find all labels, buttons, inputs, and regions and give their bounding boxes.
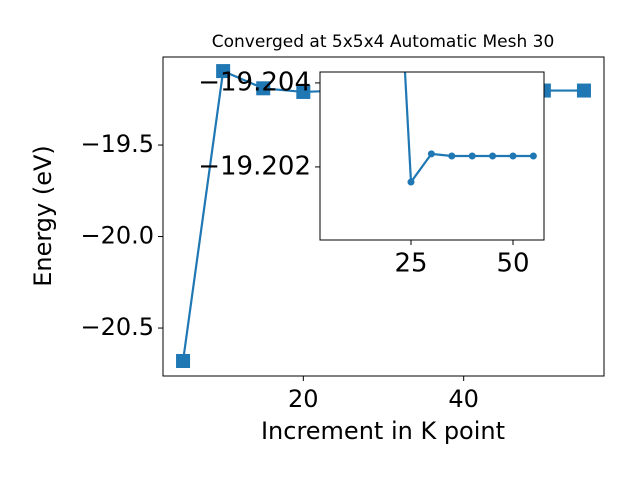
data-marker xyxy=(509,152,517,160)
y-axis-label: Energy (eV) xyxy=(29,145,57,287)
data-marker xyxy=(468,152,476,160)
data-marker xyxy=(256,81,271,96)
y-tick-label: −20.5 xyxy=(80,313,154,341)
y-tick-label: −19.202 xyxy=(198,151,311,181)
data-marker xyxy=(576,83,591,98)
data-marker xyxy=(448,152,456,160)
y-tick-label: −19.204 xyxy=(198,67,311,97)
plot-area xyxy=(403,72,537,186)
data-marker xyxy=(407,178,415,186)
x-tick-label: 20 xyxy=(288,385,319,413)
data-marker xyxy=(176,353,191,368)
y-tick-label: −19.5 xyxy=(80,130,154,158)
axes-frame xyxy=(319,71,545,241)
data-marker xyxy=(489,152,497,160)
x-tick-label: 40 xyxy=(448,385,479,413)
chart-title: Converged at 5x5x4 Automatic Mesh 30 xyxy=(212,32,555,52)
y-tick-label: −20.0 xyxy=(80,222,154,250)
x-tick-label: 50 xyxy=(496,249,529,279)
data-marker xyxy=(427,150,435,158)
data-marker xyxy=(529,152,537,160)
data-marker xyxy=(296,84,311,99)
x-tick-label: 25 xyxy=(394,249,427,279)
x-axis-label: Increment in K point xyxy=(261,417,505,445)
data-marker xyxy=(216,64,231,79)
axes-frame xyxy=(162,56,605,377)
